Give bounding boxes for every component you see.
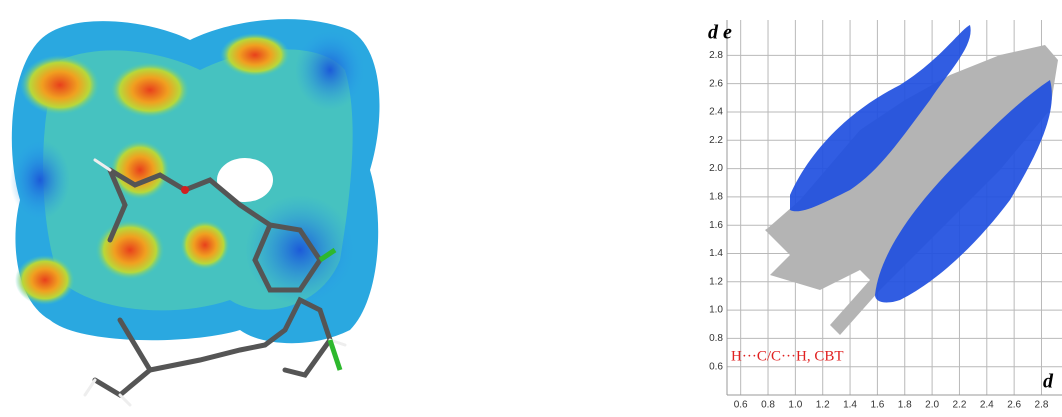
x-tick-label: 2.2 xyxy=(952,400,966,411)
surface-hole xyxy=(217,158,273,202)
hot-spot xyxy=(110,62,190,118)
x-tick-label: 2.0 xyxy=(925,400,939,411)
cool-spot xyxy=(295,30,365,110)
hirshfeld-surface xyxy=(10,19,380,407)
y-tick-label: 2.2 xyxy=(709,135,723,146)
annotation: H···C/C···H, CBT xyxy=(731,348,844,364)
y-tick-label: 2.6 xyxy=(709,78,723,89)
hot-spot xyxy=(110,140,170,200)
chlorine xyxy=(327,339,343,371)
x-tick-label: 0.6 xyxy=(734,400,748,411)
y-axis-label: d e xyxy=(708,22,732,44)
x-tick-label: 1.4 xyxy=(843,400,857,411)
x-axis-label: d xyxy=(1043,371,1054,393)
y-tick-label: 1.4 xyxy=(709,248,723,259)
hot-spot xyxy=(95,220,165,280)
y-tick-label: 1.6 xyxy=(709,220,723,231)
y-tick-label: 1.0 xyxy=(709,305,723,316)
molecule xyxy=(92,167,333,399)
hot-spot xyxy=(15,255,75,305)
y-tick-label: 1.2 xyxy=(709,276,723,287)
y-tick-label: 0.6 xyxy=(709,361,723,372)
y-tick-label: 2.8 xyxy=(709,50,723,61)
oxygen xyxy=(181,186,189,194)
x-tick-label: 1.6 xyxy=(870,400,884,411)
cool-spot xyxy=(10,140,70,220)
y-tick-label: 0.8 xyxy=(709,333,723,344)
x-tick-label: 1.2 xyxy=(816,400,830,411)
x-tick-label: 2.4 xyxy=(980,400,994,411)
y-tick-label: 1.8 xyxy=(709,192,723,203)
blue-cloud xyxy=(875,80,1052,303)
cool-spot xyxy=(245,195,355,305)
point-clouds xyxy=(765,25,1058,335)
x-tick-label: 0.8 xyxy=(761,400,775,411)
y-tick-label: 2.4 xyxy=(709,107,723,118)
hot-spot xyxy=(20,55,100,115)
x-tick-label: 1.0 xyxy=(788,400,802,411)
gray-cloud xyxy=(765,45,1058,335)
y-tick-label: 2.0 xyxy=(709,163,723,174)
hot-spot xyxy=(220,33,290,77)
hot-spot xyxy=(180,220,230,270)
x-tick-label: 2.6 xyxy=(1007,400,1021,411)
blue-cloud xyxy=(790,25,971,212)
x-tick-label: 2.8 xyxy=(1035,400,1049,411)
x-tick-label: 1.8 xyxy=(898,400,912,411)
chlorine xyxy=(318,247,337,263)
